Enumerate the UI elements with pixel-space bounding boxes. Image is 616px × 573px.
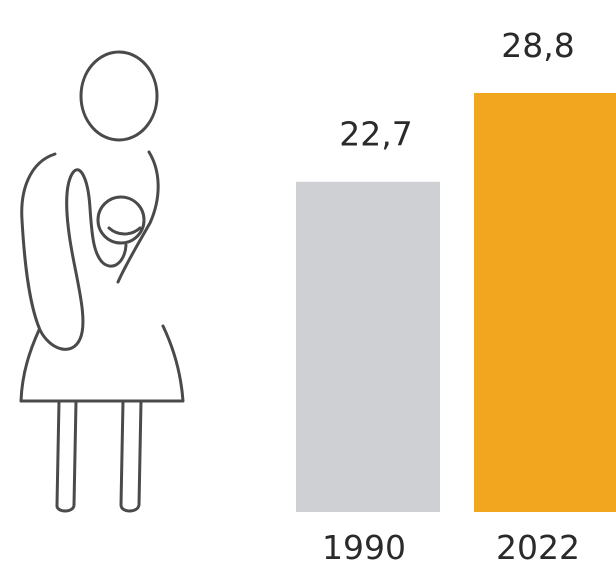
bar-2022 xyxy=(474,93,616,512)
category-labels-layer: 1990 2022 xyxy=(322,528,580,567)
x-tick-label-2022: 2022 xyxy=(496,528,580,567)
value-labels-layer: 22,7 28,8 xyxy=(339,26,574,154)
data-label-2022: 28,8 xyxy=(501,26,574,65)
bars-layer xyxy=(296,93,616,512)
bar-1990 xyxy=(296,181,440,512)
x-tick-label-1990: 1990 xyxy=(322,528,406,567)
mother-with-baby-icon xyxy=(19,50,185,513)
data-label-1990: 22,7 xyxy=(339,115,412,154)
